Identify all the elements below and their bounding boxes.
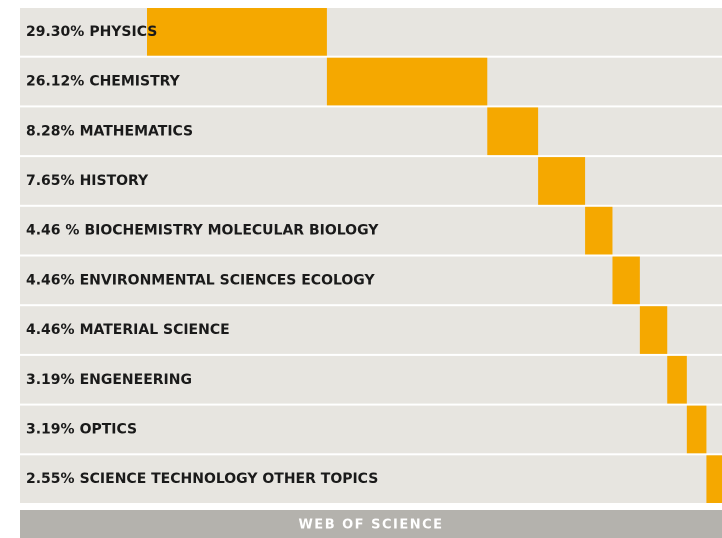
bar <box>326 57 488 106</box>
value-label: 2.55% <box>26 471 75 487</box>
category-label: HISTORY <box>80 173 149 189</box>
bar <box>639 306 668 354</box>
bar <box>667 355 687 404</box>
row-background <box>20 157 722 205</box>
footer-band <box>20 510 722 538</box>
category-label: OPTICS <box>80 421 138 437</box>
source: WEB OF SCIENCE <box>298 518 443 533</box>
row-background <box>20 355 722 404</box>
bar <box>686 405 707 454</box>
row-background <box>20 405 722 454</box>
category-label: SCIENCE TECHNOLOGY OTHER TOPICS <box>80 471 379 487</box>
bar <box>538 157 586 205</box>
bar <box>612 256 640 305</box>
row-background <box>20 8 722 56</box>
category-label: CHEMISTRY <box>89 74 180 90</box>
value-label: 3.19% <box>26 372 75 388</box>
row-background <box>20 455 722 503</box>
bar <box>147 8 327 56</box>
value-label: 4.46 % <box>26 223 79 239</box>
category-label: MATERIAL SCIENCE <box>80 322 230 338</box>
row-background <box>20 107 722 156</box>
value-label: 29.30% <box>26 24 84 40</box>
bar <box>585 206 613 255</box>
row-background <box>20 256 722 305</box>
value-label: 26.12% <box>26 74 84 90</box>
category-label: MATHEMATICS <box>80 123 194 139</box>
category-label: PHYSICS <box>89 24 157 40</box>
category-label: ENVIRONMENTAL SCIENCES ECOLOGY <box>80 272 376 288</box>
bar <box>706 455 722 503</box>
value-label: 7.65% <box>26 173 75 189</box>
bar <box>487 107 539 156</box>
value-label: 4.46% <box>26 272 75 288</box>
category-label: ENGENEERING <box>80 372 192 388</box>
category-label: BIOCHEMISTRY MOLECULAR BIOLOGY <box>84 223 379 239</box>
row-background <box>20 306 722 354</box>
value-label: 4.46% <box>26 322 75 338</box>
value-label: 3.19% <box>26 421 75 437</box>
value-label: 8.28% <box>26 123 75 139</box>
